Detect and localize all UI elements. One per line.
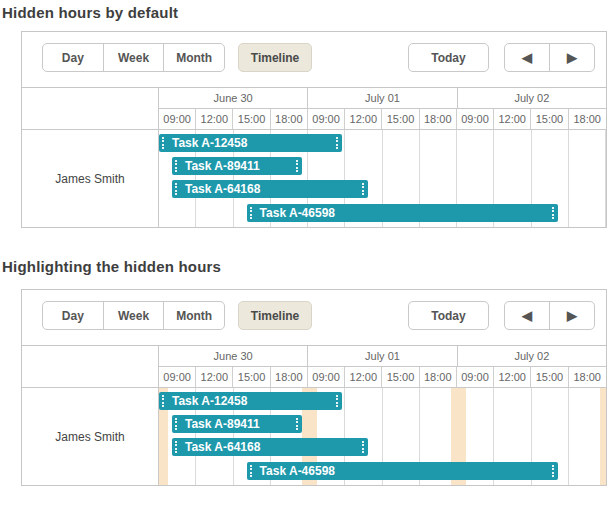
time-header-cell: 18:00	[271, 109, 308, 129]
task-bar[interactable]: Task A-12458	[159, 392, 342, 410]
grid-header: June 30 July 01 July 02 09:00 12:00 15:0…	[22, 346, 606, 388]
today-button[interactable]: Today	[408, 301, 489, 330]
timeline-view-button[interactable]: Timeline	[238, 43, 312, 72]
task-label: Task A-12458	[172, 394, 247, 408]
task-bar[interactable]: Task A-46598	[247, 462, 559, 480]
corner-cell	[22, 88, 159, 130]
time-header-cell: 15:00	[382, 109, 419, 129]
time-header-cell: 12:00	[196, 367, 233, 387]
time-header-cell: 12:00	[494, 367, 531, 387]
section-title-default: Hidden hours by default	[2, 0, 609, 21]
toolbar: Day Week Month Timeline Today ◀ ▶	[22, 32, 606, 87]
scheduler-grid: June 30 July 01 July 02 09:00 12:00 15:0…	[22, 87, 606, 227]
task-bar[interactable]: Task A-89411	[172, 157, 303, 175]
time-header-row: 09:00 12:00 15:00 18:00 09:00 12:00 15:0…	[159, 367, 606, 388]
time-header-cell: 18:00	[420, 367, 457, 387]
task-bar[interactable]: Task A-46598	[247, 204, 559, 222]
day-view-button[interactable]: Day	[43, 44, 103, 71]
task-label: Task A-64168	[185, 440, 260, 454]
resource-cell: James Smith	[22, 388, 159, 485]
resource-label: James Smith	[55, 172, 124, 186]
task-bar[interactable]: Task A-12458	[159, 134, 342, 152]
time-header-cell: 12:00	[196, 109, 233, 129]
task-bar[interactable]: Task A-64168	[172, 180, 368, 198]
next-button[interactable]: ▶	[549, 44, 594, 71]
task-bar[interactable]: Task A-64168	[172, 438, 368, 456]
time-header-cell: 12:00	[494, 109, 531, 129]
time-header-cell: 18:00	[271, 367, 308, 387]
grid-header: June 30 July 01 July 02 09:00 12:00 15:0…	[22, 88, 606, 130]
resource-label: James Smith	[55, 430, 124, 444]
day-header-cell: July 01	[308, 346, 457, 366]
grid-body: James Smith Task A-12458Task A-89411Task…	[22, 130, 606, 227]
prev-icon: ◀	[522, 308, 532, 323]
time-header-cell: 09:00	[308, 109, 345, 129]
nav-group: ◀ ▶	[504, 43, 595, 72]
resource-cell: James Smith	[22, 130, 159, 227]
task-label: Task A-46598	[260, 464, 335, 478]
day-header-row: June 30 July 01 July 02	[159, 346, 606, 367]
toolbar: Day Week Month Timeline Today ◀ ▶	[22, 290, 606, 345]
time-header-cell: 15:00	[382, 367, 419, 387]
time-header-cell: 15:00	[233, 367, 270, 387]
time-header-cell: 15:00	[531, 367, 568, 387]
day-header-cell: July 02	[458, 346, 606, 366]
day-view-button[interactable]: Day	[43, 302, 103, 329]
time-header-cell: 09:00	[308, 367, 345, 387]
task-bar[interactable]: Task A-89411	[172, 415, 303, 433]
day-header-row: June 30 July 01 July 02	[159, 88, 606, 109]
view-switch-group: Day Week Month	[42, 301, 225, 330]
timeline-area: Task A-12458 Task A-89411 Task A-64168Task…	[159, 130, 606, 227]
task-label: Task A-64168	[185, 182, 260, 196]
section-title-highlighted: Highlighting the hidden hours	[2, 258, 609, 275]
timeline-area: Task A-12458 Task A-89411 Task A-64168Task…	[159, 388, 606, 485]
grid-body: James Smith Task A-12458Task A-89411Task…	[22, 388, 606, 485]
scheduler-grid: June 30 July 01 July 02 09:00 12:00 15:0…	[22, 345, 606, 485]
task-label: Task A-12458	[172, 136, 247, 150]
prev-button[interactable]: ◀	[505, 302, 549, 329]
week-view-button[interactable]: Week	[103, 302, 164, 329]
time-header-cell: 18:00	[420, 109, 457, 129]
week-view-button[interactable]: Week	[103, 44, 164, 71]
day-header-cell: July 02	[458, 88, 606, 108]
scheduler-panel-default: Day Week Month Timeline Today ◀ ▶ June 3…	[21, 31, 607, 228]
month-view-button[interactable]: Month	[163, 44, 224, 71]
day-header-cell: June 30	[159, 88, 308, 108]
task-label: Task A-46598	[260, 206, 335, 220]
corner-cell	[22, 346, 159, 388]
grid-cell[interactable]	[569, 130, 606, 227]
time-header-cell: 09:00	[159, 109, 196, 129]
month-view-button[interactable]: Month	[163, 302, 224, 329]
time-header-cell: 15:00	[233, 109, 270, 129]
time-header-cell: 09:00	[457, 109, 494, 129]
time-header-cell: 18:00	[569, 367, 606, 387]
task-label: Task A-89411	[185, 159, 260, 173]
time-header-cell: 09:00	[457, 367, 494, 387]
timeline-view-button[interactable]: Timeline	[238, 301, 312, 330]
view-switch-group: Day Week Month	[42, 43, 225, 72]
next-icon: ▶	[567, 308, 577, 323]
hidden-hours-stripe	[600, 388, 606, 485]
time-header-cell: 09:00	[159, 367, 196, 387]
time-header-cell: 15:00	[531, 109, 568, 129]
next-icon: ▶	[567, 50, 577, 65]
today-button[interactable]: Today	[408, 43, 489, 72]
time-header-row: 09:00 12:00 15:00 18:00 09:00 12:00 15:0…	[159, 109, 606, 130]
scheduler-panel-highlighted: Day Week Month Timeline Today ◀ ▶ June 3…	[21, 289, 607, 486]
prev-button[interactable]: ◀	[505, 44, 549, 71]
time-header-cell: 12:00	[345, 367, 382, 387]
nav-group: ◀ ▶	[504, 301, 595, 330]
next-button[interactable]: ▶	[549, 302, 594, 329]
prev-icon: ◀	[522, 50, 532, 65]
time-header-cell: 18:00	[569, 109, 606, 129]
task-label: Task A-89411	[185, 417, 260, 431]
time-header-cell: 12:00	[345, 109, 382, 129]
day-header-cell: July 01	[308, 88, 457, 108]
day-header-cell: June 30	[159, 346, 308, 366]
